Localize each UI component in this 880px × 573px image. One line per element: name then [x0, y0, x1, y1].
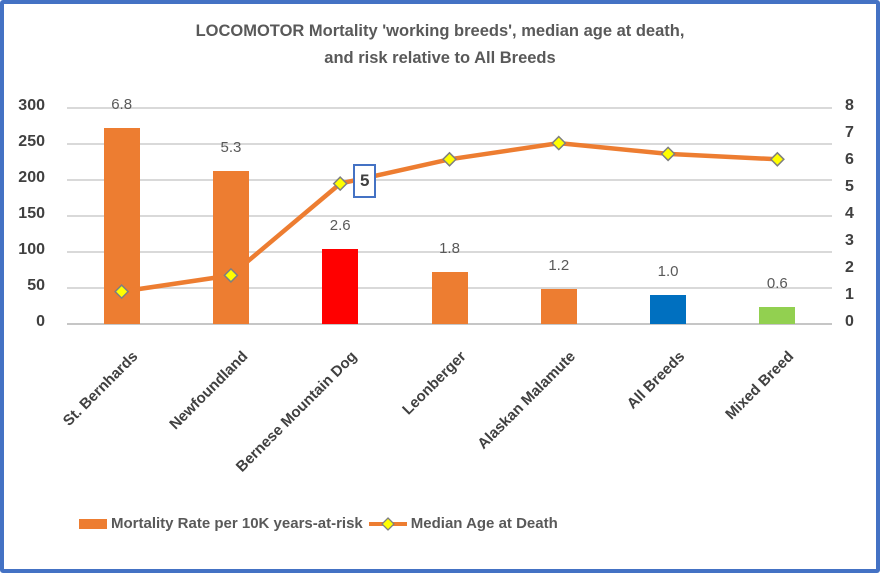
diamond-marker-icon: [660, 146, 676, 162]
x-axis-category-label: All Breeds: [623, 348, 689, 413]
gridline: [67, 215, 832, 217]
legend-label-median-age: Median Age at Death: [410, 515, 558, 532]
y-axis-tick-left: 150: [18, 205, 45, 222]
y-axis-tick-left: 200: [18, 169, 45, 186]
bar-value-label: 6.8: [111, 96, 133, 114]
y-axis-tick-right: 0: [845, 313, 854, 330]
x-axis-category-label: Alaskan Malamute: [474, 348, 579, 453]
diamond-marker-icon: [769, 151, 785, 167]
x-axis-category-label: St. Bernhards: [60, 348, 142, 430]
bar-value-label: 0.6: [766, 274, 788, 292]
x-axis-category-label: Leonberger: [399, 348, 470, 419]
x-axis-category-label: Mixed Breed: [722, 348, 798, 424]
y-axis-tick-right: 5: [845, 178, 854, 195]
y-axis-tick-right: 6: [845, 151, 854, 168]
diamond-marker-icon: [441, 151, 458, 167]
bar: [650, 295, 687, 324]
y-axis-tick-right: 1: [845, 286, 854, 303]
gridline: [67, 251, 832, 253]
diamond-marker-icon: [114, 284, 130, 300]
y-axis-tick-left: 100: [18, 241, 45, 258]
y-axis-tick-right: 2: [845, 259, 854, 276]
y-axis-tick-left: 300: [18, 97, 45, 114]
diamond-marker-icon: [332, 176, 348, 192]
bar: [212, 171, 249, 324]
x-axis-category-label: Bernese Mountain Dog: [232, 348, 361, 476]
bar-swatch-icon: [79, 518, 107, 529]
y-axis-tick-left: 250: [18, 133, 45, 150]
chart-legend: Mortality Rate per 10K years-at-risk Med…: [79, 515, 558, 532]
bar-value-label: 2.6: [329, 217, 351, 235]
bar-value-label: 5.3: [220, 139, 242, 157]
bar: [759, 306, 796, 324]
bar: [431, 272, 468, 324]
line-diamond-swatch-icon: [368, 516, 407, 531]
y-axis-tick-left: 0: [36, 313, 45, 330]
line-data-label-callout: 5: [353, 163, 377, 198]
gridline: [67, 179, 832, 181]
median-age-line-chart: [114, 135, 785, 300]
bar-value-label: 1.8: [439, 240, 460, 258]
diamond-marker-icon: [223, 267, 239, 283]
gridline: [67, 143, 832, 145]
bar-value-label: 1.2: [548, 257, 570, 275]
bar-value-label: 1.0: [657, 263, 679, 281]
diamond-marker-icon: [551, 135, 567, 151]
chart-title-line-1: LOCOMOTOR Mortality 'working breeds', me…: [195, 22, 685, 40]
x-axis-category-label: Newfoundland: [165, 348, 251, 434]
bar: [540, 289, 577, 324]
gridline: [67, 323, 832, 325]
y-axis-tick-right: 8: [845, 97, 854, 114]
chart-title: LOCOMOTOR Mortality 'working breeds', me…: [4, 18, 876, 72]
legend-item-median-age: Median Age at Death: [368, 515, 558, 532]
y-axis-tick-right: 4: [845, 205, 854, 222]
y-axis-tick-right: 3: [845, 232, 854, 249]
legend-item-mortality: Mortality Rate per 10K years-at-risk: [79, 515, 363, 532]
gridline: [67, 107, 832, 109]
y-axis-tick-right: 7: [845, 124, 854, 141]
y-axis-tick-left: 50: [27, 277, 45, 294]
legend-label-mortality: Mortality Rate per 10K years-at-risk: [111, 515, 363, 532]
chart-title-line-2: and risk relative to All Breeds: [324, 49, 556, 67]
bar: [322, 249, 359, 324]
